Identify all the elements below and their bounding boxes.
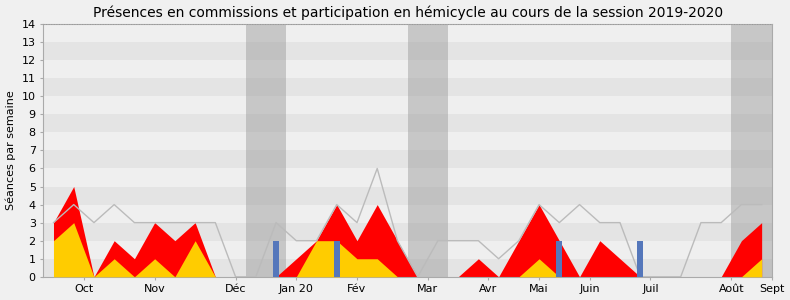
- Bar: [273, 241, 279, 277]
- Bar: [43, 78, 772, 96]
- Bar: [43, 241, 772, 259]
- Bar: [638, 241, 643, 277]
- Bar: [43, 187, 772, 205]
- Bar: [556, 241, 562, 277]
- Bar: [408, 24, 448, 277]
- Bar: [43, 42, 772, 60]
- Bar: [43, 96, 772, 114]
- Bar: [333, 241, 340, 277]
- Bar: [43, 223, 772, 241]
- Title: Présences en commissions et participation en hémicycle au cours de la session 20: Présences en commissions et participatio…: [92, 6, 723, 20]
- Bar: [43, 259, 772, 277]
- Bar: [732, 24, 772, 277]
- Bar: [246, 24, 286, 277]
- Y-axis label: Séances par semaine: Séances par semaine: [6, 91, 16, 210]
- Bar: [43, 60, 772, 78]
- Bar: [43, 169, 772, 187]
- Bar: [43, 132, 772, 150]
- Bar: [43, 205, 772, 223]
- Bar: [43, 150, 772, 169]
- Bar: [43, 24, 772, 42]
- Bar: [43, 114, 772, 132]
